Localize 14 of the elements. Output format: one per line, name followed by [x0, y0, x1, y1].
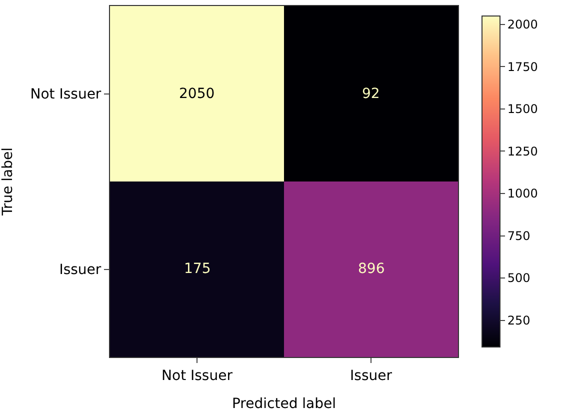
data-label: 896: [358, 261, 385, 277]
color-bar-label: 1750: [507, 60, 538, 74]
color-bar-label: 1500: [507, 102, 538, 116]
color-bar-label: 1000: [507, 186, 538, 201]
color-bar-label: 2000: [507, 18, 538, 32]
x-axis-title: Predicted label: [232, 396, 336, 412]
color-bar-label: 500: [507, 271, 530, 286]
data-label: 2050: [179, 86, 215, 102]
y-axis-title: True label: [0, 147, 16, 217]
data-label: 175: [184, 261, 211, 277]
data-label: 92: [362, 86, 380, 102]
color-bar-label: 750: [507, 228, 530, 243]
color-bar-label: 250: [507, 313, 530, 328]
color-bar-label: 1250: [507, 144, 538, 158]
